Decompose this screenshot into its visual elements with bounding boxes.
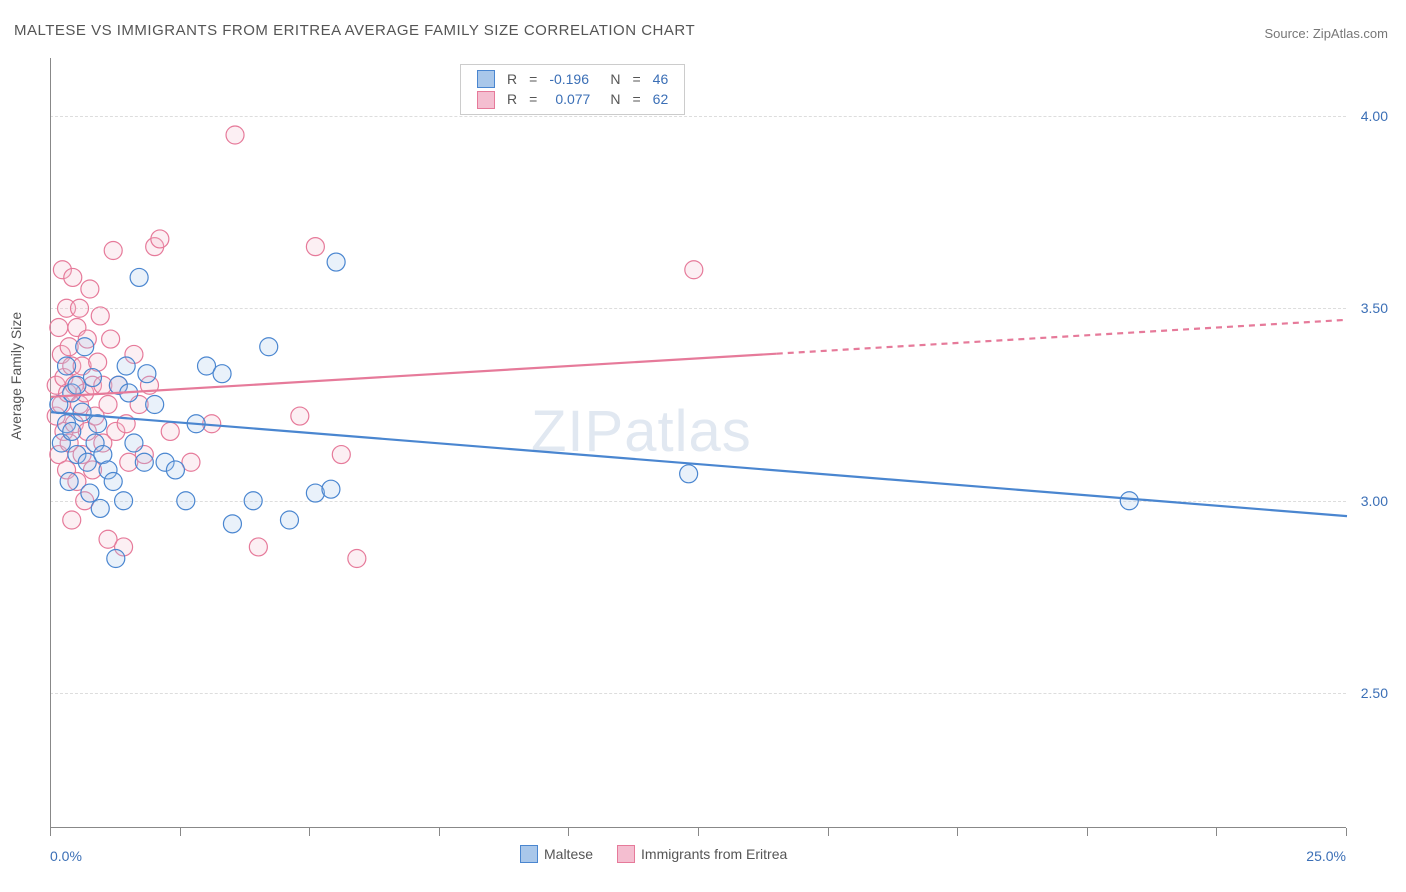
series-legend: Maltese Immigrants from Eritrea: [520, 845, 787, 863]
x-tick-label: 0.0%: [50, 848, 82, 864]
n-value-eritrea: 62: [653, 91, 669, 107]
source-attribution: Source: ZipAtlas.com: [1264, 26, 1388, 41]
n-value-maltese: 46: [653, 71, 669, 87]
chart-container: MALTESE VS IMMIGRANTS FROM ERITREA AVERA…: [0, 0, 1406, 892]
legend-row-maltese: R = -0.196 N = 46: [471, 69, 674, 89]
legend-row-eritrea: R = 0.077 N = 62: [471, 89, 674, 109]
y-tick-label: 2.50: [1361, 685, 1388, 701]
legend-label-eritrea: Immigrants from Eritrea: [641, 846, 787, 862]
source-name: ZipAtlas.com: [1313, 26, 1388, 41]
eq-sign: =: [632, 71, 640, 87]
r-label: R: [507, 71, 517, 87]
legend-item-eritrea: Immigrants from Eritrea: [617, 845, 787, 863]
r-value-maltese: -0.196: [549, 71, 589, 87]
legend-label-maltese: Maltese: [544, 846, 593, 862]
chart-title: MALTESE VS IMMIGRANTS FROM ERITREA AVERA…: [14, 22, 695, 39]
y-tick-label: 3.00: [1361, 493, 1388, 509]
eq-sign: =: [529, 71, 537, 87]
r-value-eritrea: 0.077: [555, 91, 590, 107]
correlation-legend: R = -0.196 N = 46 R = 0.077 N = 62: [460, 64, 685, 115]
plot-area: ZIPatlas: [50, 58, 1346, 828]
eq-sign: =: [529, 91, 537, 107]
r-label: R: [507, 91, 517, 107]
n-label: N: [610, 71, 620, 87]
eq-sign: =: [632, 91, 640, 107]
swatch-maltese-icon: [477, 70, 495, 88]
n-label: N: [610, 91, 620, 107]
y-tick-label: 4.00: [1361, 108, 1388, 124]
swatch-eritrea-icon: [617, 845, 635, 863]
scatter-svg: [51, 58, 1347, 828]
legend-item-maltese: Maltese: [520, 845, 593, 863]
swatch-maltese-icon: [520, 845, 538, 863]
swatch-eritrea-icon: [477, 91, 495, 109]
y-tick-label: 3.50: [1361, 300, 1388, 316]
source-prefix: Source:: [1264, 26, 1312, 41]
x-tick-label: 25.0%: [1306, 848, 1346, 864]
y-axis-label: Average Family Size: [8, 312, 24, 440]
